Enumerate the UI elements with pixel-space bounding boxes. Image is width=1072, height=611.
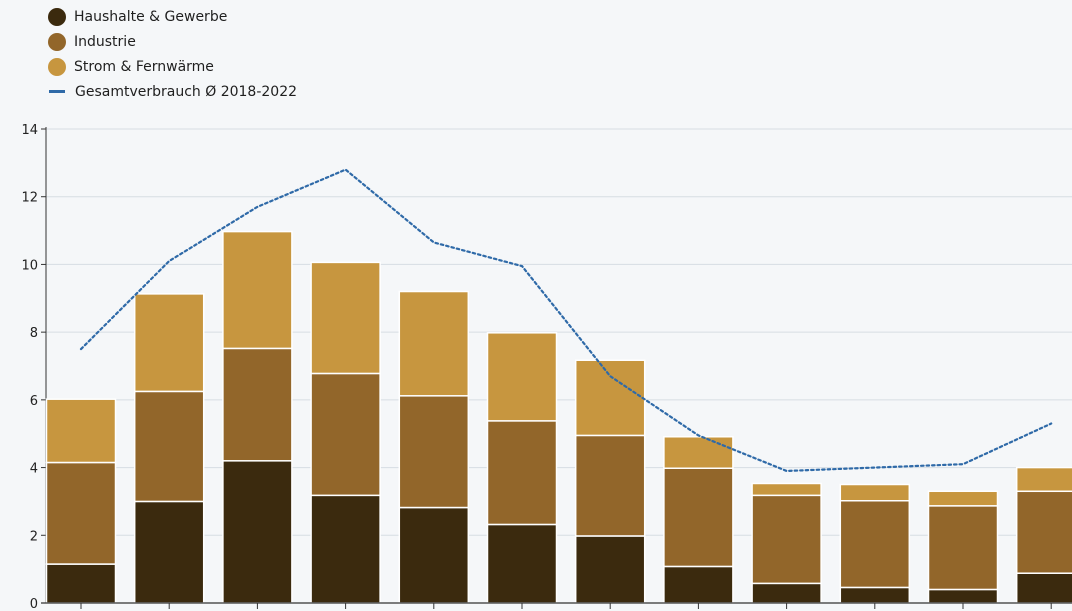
legend-swatch-gesamtverbrauch — [49, 90, 65, 93]
bar-segment-1-2 — [133, 500, 205, 604]
bar-segment-1-3 — [222, 460, 293, 604]
legend-swatch-industrie — [48, 32, 66, 51]
bar-segment-1-9 — [751, 582, 822, 604]
bar-segment-1-7 — [574, 535, 646, 604]
bar-segment-3-7 — [574, 359, 646, 437]
bar-segment-1-1 — [45, 563, 117, 604]
y-tick-label-4: 4 — [30, 462, 38, 477]
bar-segment-2-1 — [45, 461, 117, 565]
bar-segment-3-5 — [398, 290, 470, 397]
bar-segment-1-8 — [663, 565, 734, 604]
bar-segment-3-3 — [222, 230, 293, 350]
bar-segment-2-4 — [310, 372, 381, 497]
legend-item-gesamtverbrauch[interactable]: Gesamtverbrauch Ø 2018-2022 — [48, 79, 297, 104]
bar-segment-1-4 — [310, 494, 381, 604]
bar-segment-2-12 — [1015, 490, 1072, 574]
legend-item-haushalte[interactable]: Haushalte & Gewerbe — [48, 4, 297, 29]
line-layer — [79, 168, 1053, 473]
bar-segment-3-12 — [1015, 466, 1072, 493]
bar-segment-2-6 — [486, 420, 558, 526]
bar-segment-2-7 — [574, 434, 646, 537]
y-tick-label-14: 14 — [21, 123, 38, 138]
legend-label-haushalte: Haushalte & Gewerbe — [74, 8, 228, 25]
y-axis: 0 2 4 6 8 10 12 14 — [21, 123, 47, 611]
legend-label-industrie: Industrie — [74, 33, 136, 50]
bar-segment-1-5 — [398, 506, 470, 604]
bar-segment-3-11 — [927, 490, 999, 507]
bar-segment-1-12 — [1015, 572, 1072, 604]
bar-segment-1-11 — [927, 588, 999, 604]
bar-segment-2-9 — [751, 494, 822, 585]
y-tick-label-8: 8 — [30, 326, 38, 341]
bar-segment-3-2 — [133, 293, 205, 393]
y-tick-label-0: 0 — [30, 597, 38, 611]
legend-swatch-haushalte — [48, 7, 66, 26]
x-axis — [41, 602, 1072, 609]
chart-legend: Haushalte & Gewerbe Industrie Strom & Fe… — [48, 4, 297, 104]
bar-segment-3-8 — [663, 436, 734, 469]
bar-segment-3-10 — [839, 483, 911, 502]
bar-segment-1-10 — [839, 586, 911, 604]
bars-group — [45, 230, 1072, 604]
bar-segment-2-8 — [663, 467, 734, 568]
bar-segment-3-6 — [486, 332, 558, 422]
bar-segment-3-9 — [751, 482, 822, 497]
bar-segment-3-4 — [310, 261, 381, 375]
y-tick-label-12: 12 — [21, 191, 38, 206]
legend-item-industrie[interactable]: Industrie — [48, 29, 297, 54]
line-gesamtverbrauch — [79, 168, 1053, 473]
legend-swatch-strom — [48, 57, 66, 76]
y-tick-label-10: 10 — [21, 258, 38, 273]
bar-segment-1-6 — [486, 523, 558, 604]
y-tick-label-2: 2 — [30, 529, 38, 544]
legend-label-gesamtverbrauch: Gesamtverbrauch Ø 2018-2022 — [75, 83, 298, 100]
bar-segment-2-11 — [927, 505, 999, 591]
bar-segment-3-1 — [45, 398, 117, 464]
bar-segment-2-5 — [398, 395, 470, 509]
bar-segment-2-3 — [222, 347, 293, 462]
legend-item-strom[interactable]: Strom & Fernwärme — [48, 54, 297, 79]
bar-segment-2-10 — [839, 500, 911, 589]
y-tick-label-6: 6 — [30, 394, 38, 409]
legend-label-strom: Strom & Fernwärme — [74, 58, 214, 75]
bar-segment-2-2 — [133, 390, 205, 503]
